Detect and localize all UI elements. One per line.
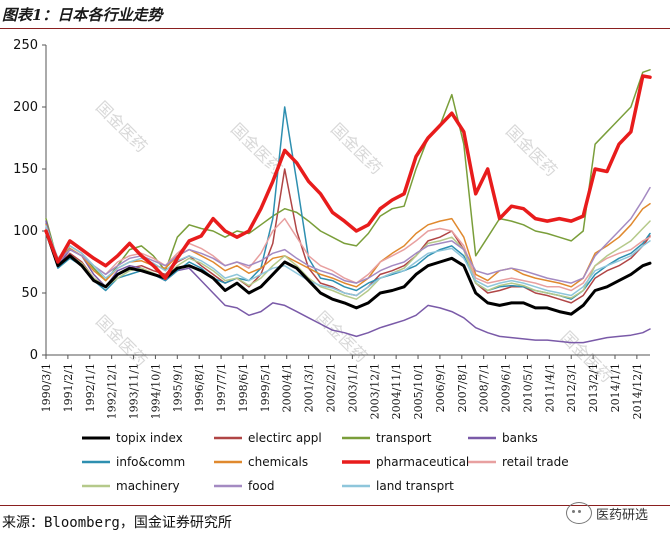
x-tick-label-22: 2010/5/1 (521, 363, 534, 412)
legend-label-transport: transport (376, 431, 432, 445)
legend-label-pharmaceutical: pharmaceutical (376, 455, 469, 469)
wechat-badge-label: 医药研选 (595, 507, 648, 523)
series-line-chemicals (45, 202, 651, 288)
legend-label-chemicals: chemicals (248, 455, 308, 469)
y-tick-label-100: 100 (13, 224, 38, 239)
x-tick-label-15: 2003/12/1 (368, 363, 381, 419)
watermark-0: 国金医药 (92, 97, 151, 156)
legend-label-banks: banks (502, 431, 538, 445)
y-tick-label-50: 50 (21, 286, 38, 301)
legend-label-retail-trade: retail trade (502, 455, 569, 469)
x-tick-label-25: 2013/2/1 (587, 363, 600, 412)
x-tick-label-21: 2009/6/1 (500, 363, 513, 412)
x-tick-label-0: 1990/3/1 (40, 363, 53, 412)
watermark-5: 国金医药 (312, 307, 371, 366)
x-tick-label-1: 1991/2/1 (62, 363, 75, 412)
x-tick-label-13: 2002/2/1 (324, 363, 337, 412)
legend-label-land-transprt: land transprt (376, 479, 454, 493)
x-tick-label-24: 2012/3/1 (565, 363, 578, 412)
x-tick-label-7: 1996/8/1 (193, 363, 206, 412)
wechat-badge[interactable]: 医药研选 (565, 502, 648, 524)
x-tick-label-5: 1994/10/1 (149, 363, 162, 419)
y-tick-label-150: 150 (13, 162, 38, 177)
x-tick-label-23: 2011/4/1 (543, 363, 556, 412)
x-tick-label-11: 2000/4/1 (281, 363, 294, 412)
watermark-2: 国金医药 (327, 119, 386, 178)
series-line-retail-trade (45, 217, 651, 292)
x-tick-label-2: 1992/1/1 (84, 363, 97, 412)
watermark-3: 国金医药 (502, 121, 561, 180)
series-line-food (45, 186, 651, 284)
x-tick-label-17: 2005/10/1 (412, 363, 425, 419)
legend-label-machinery: machinery (116, 479, 180, 493)
x-tick-label-3: 1992/12/1 (106, 363, 119, 419)
x-tick-label-18: 2006/9/1 (434, 363, 447, 412)
x-tick-label-19: 2007/8/1 (456, 363, 469, 412)
wechat-icon (565, 502, 592, 524)
y-tick-label-200: 200 (13, 100, 38, 115)
x-tick-label-6: 1995/9/1 (171, 363, 184, 412)
x-tick-label-27: 2014/12/1 (631, 363, 644, 419)
x-tick-label-16: 2004/11/1 (390, 363, 403, 419)
series-line-transport (45, 69, 651, 282)
source-note: 来源：Bloomberg，国金证券研究所 (2, 515, 232, 531)
series-line-machinery (45, 220, 651, 300)
x-tick-label-10: 1999/5/1 (259, 363, 272, 412)
y-tick-label-250: 250 (13, 38, 38, 53)
x-tick-label-9: 1998/6/1 (237, 363, 250, 412)
chart-title: 图表1：日本各行业走势 (2, 6, 163, 24)
bottom-rule (0, 505, 670, 506)
x-tick-label-14: 2003/1/1 (346, 363, 359, 412)
legend-label-topix-index: topix index (116, 431, 183, 445)
x-tick-label-20: 2008/7/1 (478, 363, 491, 412)
x-tick-label-12: 2001/3/1 (303, 363, 316, 412)
legend-label-electirc-appl: electirc appl (248, 431, 322, 445)
series-line-topix-index (44, 229, 652, 316)
legend-label-info-comm: info&comm (116, 455, 185, 469)
top-rule (0, 28, 670, 29)
watermark-4: 国金医药 (92, 311, 151, 370)
x-tick-label-8: 1997/7/1 (215, 363, 228, 412)
x-tick-label-26: 2014/1/1 (609, 363, 622, 412)
y-tick-label-0: 0 (30, 348, 38, 363)
legend-label-food: food (248, 479, 275, 493)
series-line-pharmaceutical (44, 74, 652, 280)
x-tick-label-4: 1993/11/1 (128, 363, 141, 419)
